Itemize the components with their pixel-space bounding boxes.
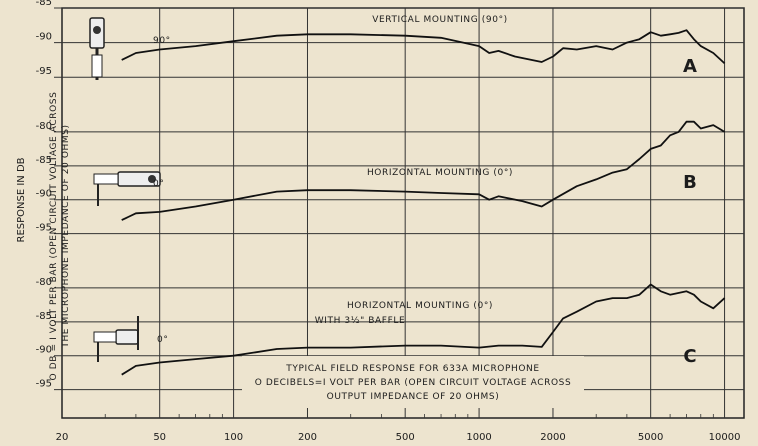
y-tick-label: -90 [36, 345, 52, 356]
microphone-horizontal-icon [93, 171, 161, 206]
x-tick-label: 1000 [466, 432, 491, 443]
y-tick-label: -85 [36, 155, 52, 166]
y-tick-label: -95 [36, 379, 52, 390]
annotation-line: OUTPUT IMPEDANCE OF 20 OHMS) [327, 392, 500, 402]
x-tick-label: 10000 [709, 432, 741, 443]
y-tick-label: -85 [36, 0, 52, 8]
response-curve-c [121, 283, 726, 376]
y-tick-label: -90 [36, 32, 52, 43]
y-axis-label: RESPONSE IN DB [16, 157, 27, 242]
panel-title: VERTICAL MOUNTING (90°) [372, 15, 508, 25]
y-axis-label-secondary-line2: THE MICROPHONE IMPEDANCE OF 20 OHMS) [61, 124, 71, 348]
y-tick-label: -80 [36, 277, 52, 288]
x-tick-label: 20 [56, 432, 69, 443]
plot-area: VERTICAL MOUNTING (90°) 90° A HORIZONTAL MO… [121, 15, 726, 376]
y-tick-label: -85 [36, 311, 52, 322]
panel-letter: A [683, 56, 697, 77]
microphone-illustrations [89, 17, 161, 362]
annotation-line: TYPICAL FIELD RESPONSE FOR 633A MICROPHO… [285, 364, 539, 374]
curve-label: 90° [153, 36, 171, 46]
response-curve-a [121, 29, 726, 65]
annotation-background [242, 356, 584, 408]
y-tick-label: -90 [36, 189, 52, 200]
x-tick-label: 2000 [540, 432, 565, 443]
panel-title: HORIZONTAL MOUNTING (0°) [367, 168, 513, 178]
y-axis-label-secondary: O DB = I VOLT PER BAR (OPEN CIRCUIT VOLT… [49, 92, 59, 381]
x-tick-label: 200 [298, 432, 317, 443]
response-curve-b [121, 120, 726, 221]
annotation-box: TYPICAL FIELD RESPONSE FOR 633A MICROPHO… [242, 356, 584, 408]
microphone-baffle-icon [93, 316, 139, 362]
panel-letter: C [683, 346, 696, 367]
annotation-line: O DECIBELS=I VOLT PER BAR (OPEN CIRCUIT … [255, 378, 572, 388]
x-tick-label: 5000 [638, 432, 663, 443]
axes: RESPONSE IN DB O DB = I VOLT PER BAR (OP… [16, 0, 740, 443]
x-tick-label: 100 [224, 432, 243, 443]
y-tick-label: -95 [36, 66, 52, 77]
microphone-vertical-icon [89, 17, 105, 80]
y-tick-label: -95 [36, 223, 52, 234]
x-tick-label: 50 [153, 432, 166, 443]
y-tick-label: -80 [36, 121, 52, 132]
curve-label: 0° [157, 335, 168, 345]
x-tick-label: 500 [396, 432, 415, 443]
panel-title: HORIZONTAL MOUNTING (0°) [347, 301, 493, 311]
panel-letter: B [683, 172, 697, 193]
curve-label: 0° [153, 179, 164, 189]
panel-subtitle: WITH 3½" BAFFLE [315, 316, 406, 326]
